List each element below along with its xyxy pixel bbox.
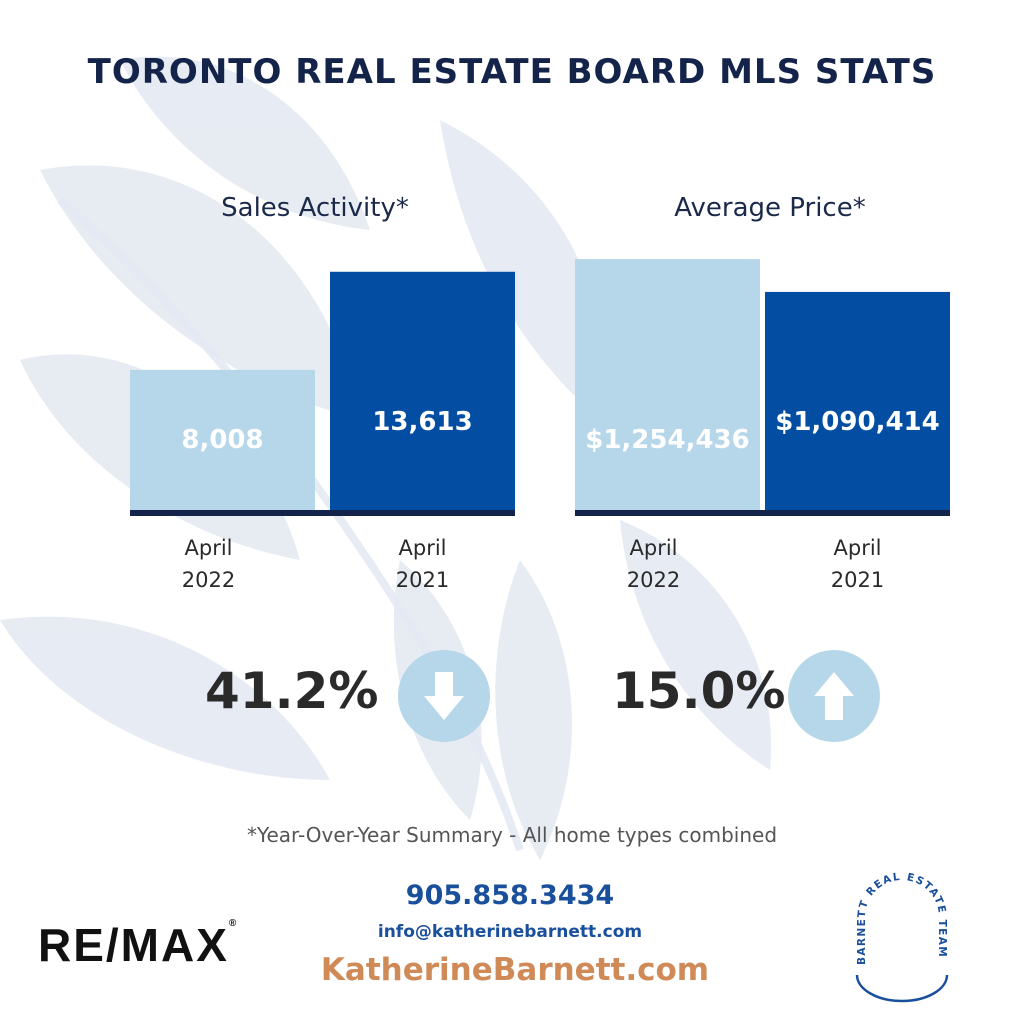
sales-bar-value-1: 13,613 [372,407,472,437]
sales-bar-1 [330,271,515,510]
sales-bar-0 [130,369,315,510]
price-tick-label-1-0: April [834,536,882,560]
price-baseline [575,510,950,516]
team-logo-text: BARNETT REAL ESTATE TEAM [856,871,947,965]
footnote: *Year-Over-Year Summary - All home types… [246,823,778,847]
arrow-down-icon [398,650,490,742]
barnett-team-logo: BARNETT REAL ESTATE TEAM [855,871,949,1003]
sales-change-percent: 41.2% [205,662,379,720]
price-bar-1 [765,291,950,510]
price-chart-title: Average Price* [674,193,866,223]
price-change-percent: 15.0% [612,662,786,720]
phone-number[interactable]: 905.858.3434 [405,880,615,911]
website-link[interactable]: KatherineBarnett.com [320,952,710,988]
sales-bar-value-0: 8,008 [181,425,263,455]
price-tick-label-0-0: April [630,536,678,560]
sales-tick-label-0-1: 2022 [182,568,235,592]
arrow-up-icon [788,650,880,742]
sales-tick-label-1-1: 2021 [396,568,449,592]
remax-logo: RE/MAX® [38,918,239,971]
price-tick-label-0-1: 2022 [627,568,680,592]
bar-charts: 8,008 April 2022 13,613 April 2021 $1,254,436 A… [130,259,950,592]
sales-tick-label-0-0: April [185,536,233,560]
price-tick-label-1-1: 2021 [831,568,884,592]
svg-text:BARNETT REAL ESTATE TEAM: BARNETT REAL ESTATE TEAM [856,871,948,965]
page-title: TORONTO REAL ESTATE BOARD MLS STATS [87,52,937,92]
email-link[interactable]: info@katherinebarnett.com [377,922,643,942]
sales-baseline [130,510,515,516]
sales-chart-title: Sales Activity* [221,193,409,223]
sales-tick-label-1-0: April [399,536,447,560]
price-bar-value-0: $1,254,436 [585,425,749,455]
price-bar-0 [575,259,760,510]
price-bar-value-1: $1,090,414 [775,407,939,437]
